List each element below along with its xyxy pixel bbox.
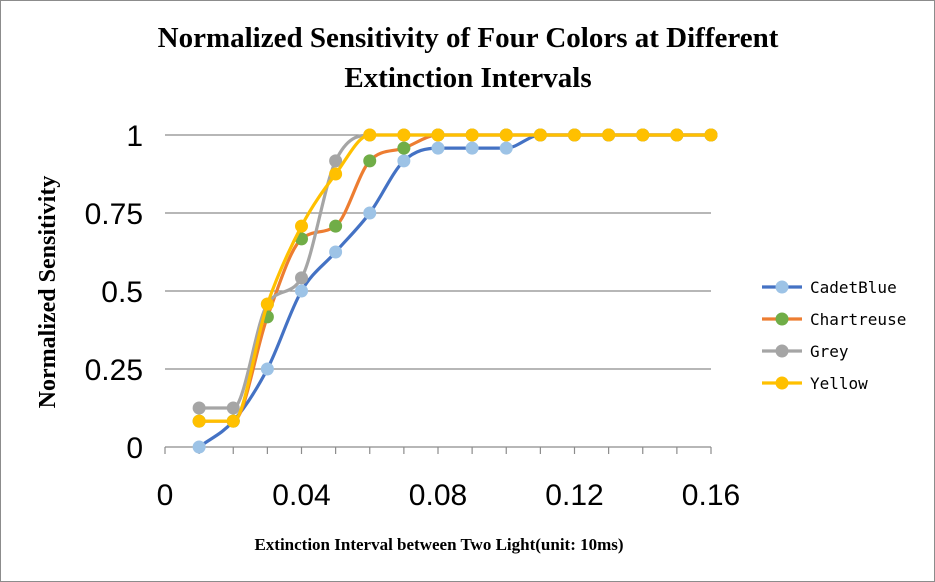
chart-title-line-1: Normalized Sensitivity of Four Colors at… bbox=[158, 22, 779, 54]
y-tick-label-1: 0.25 bbox=[85, 354, 143, 387]
data-point-grey-4 bbox=[329, 154, 343, 168]
data-point-cadetblue-3 bbox=[295, 284, 308, 298]
data-point-yellow-6 bbox=[397, 128, 411, 142]
data-point-yellow-14 bbox=[670, 128, 684, 142]
chart-title-line-2: Extinction Intervals bbox=[344, 62, 591, 94]
legend-swatch-marker-chartreuse bbox=[775, 312, 789, 326]
legend-entry-cadetblue: CadetBlue bbox=[762, 278, 897, 297]
data-point-chartreuse-6 bbox=[397, 141, 411, 155]
series-layer bbox=[192, 128, 718, 454]
data-point-cadetblue-9 bbox=[499, 141, 513, 155]
x-tick-label-3: 0.12 bbox=[545, 479, 603, 512]
data-point-yellow-13 bbox=[636, 128, 650, 142]
data-point-grey-3 bbox=[295, 271, 308, 285]
legend-entry-yellow: Yellow bbox=[762, 374, 868, 393]
data-point-cadetblue-2 bbox=[260, 362, 274, 376]
data-point-cadetblue-0 bbox=[192, 440, 206, 454]
legend-swatch-marker-cadetblue bbox=[775, 280, 789, 294]
y-axis-label: Normalized Sensitivity bbox=[35, 176, 61, 409]
data-point-yellow-0 bbox=[192, 414, 206, 428]
series-line-yellow bbox=[197, 133, 713, 423]
data-point-grey-1 bbox=[226, 401, 240, 415]
legend-label-cadetblue: CadetBlue bbox=[810, 278, 897, 297]
data-point-chartreuse-4 bbox=[329, 219, 343, 233]
y-tick-label-2: 0.5 bbox=[101, 276, 143, 309]
series-yellow bbox=[192, 128, 718, 428]
x-tick-label-0: 0 bbox=[157, 479, 174, 512]
legend-label-chartreuse: Chartreuse bbox=[810, 310, 906, 329]
data-point-yellow-1 bbox=[226, 414, 240, 428]
y-tick-label-3: 0.75 bbox=[85, 198, 143, 231]
legend-swatch-marker-grey bbox=[775, 344, 789, 358]
x-tick-label-1: 0.04 bbox=[272, 479, 330, 512]
data-point-cadetblue-4 bbox=[329, 245, 343, 259]
data-point-yellow-9 bbox=[499, 128, 513, 142]
data-point-yellow-3 bbox=[295, 219, 308, 233]
grid-layer bbox=[165, 134, 711, 370]
series-line-grey bbox=[197, 133, 713, 410]
data-point-cadetblue-5 bbox=[363, 206, 377, 220]
x-tick-label-2: 0.08 bbox=[409, 479, 467, 512]
x-axis-label: Extinction Interval between Two Light(un… bbox=[254, 535, 623, 554]
legend-label-yellow: Yellow bbox=[810, 374, 868, 393]
data-point-yellow-2 bbox=[260, 297, 274, 311]
data-point-yellow-10 bbox=[533, 128, 547, 142]
x-tick-label-4: 0.16 bbox=[682, 479, 740, 512]
y-tick-label-4: 1 bbox=[126, 120, 143, 153]
data-point-yellow-12 bbox=[602, 128, 616, 142]
data-point-yellow-11 bbox=[568, 128, 581, 142]
data-point-yellow-7 bbox=[431, 128, 445, 142]
data-point-chartreuse-5 bbox=[363, 154, 377, 168]
data-point-yellow-4 bbox=[329, 167, 343, 181]
data-point-cadetblue-8 bbox=[465, 141, 479, 155]
series-chartreuse bbox=[192, 128, 718, 428]
y-tick-label-0: 0 bbox=[126, 432, 143, 465]
data-point-grey-0 bbox=[192, 401, 206, 415]
data-point-cadetblue-7 bbox=[431, 141, 445, 155]
legend: CadetBlue Chartreuse Grey Yellow bbox=[762, 278, 906, 393]
legend-entry-chartreuse: Chartreuse bbox=[762, 310, 906, 329]
data-point-cadetblue-6 bbox=[397, 154, 411, 168]
data-point-yellow-5 bbox=[363, 128, 377, 142]
legend-swatch-marker-yellow bbox=[775, 376, 789, 390]
legend-entry-grey: Grey bbox=[762, 342, 849, 361]
axis-layer: 0 0.25 0.5 0.75 1 0 0.04 0.08 0.12 0.16 bbox=[85, 120, 741, 512]
data-point-yellow-8 bbox=[465, 128, 479, 142]
legend-label-grey: Grey bbox=[810, 342, 849, 361]
data-point-yellow-15 bbox=[704, 128, 718, 142]
